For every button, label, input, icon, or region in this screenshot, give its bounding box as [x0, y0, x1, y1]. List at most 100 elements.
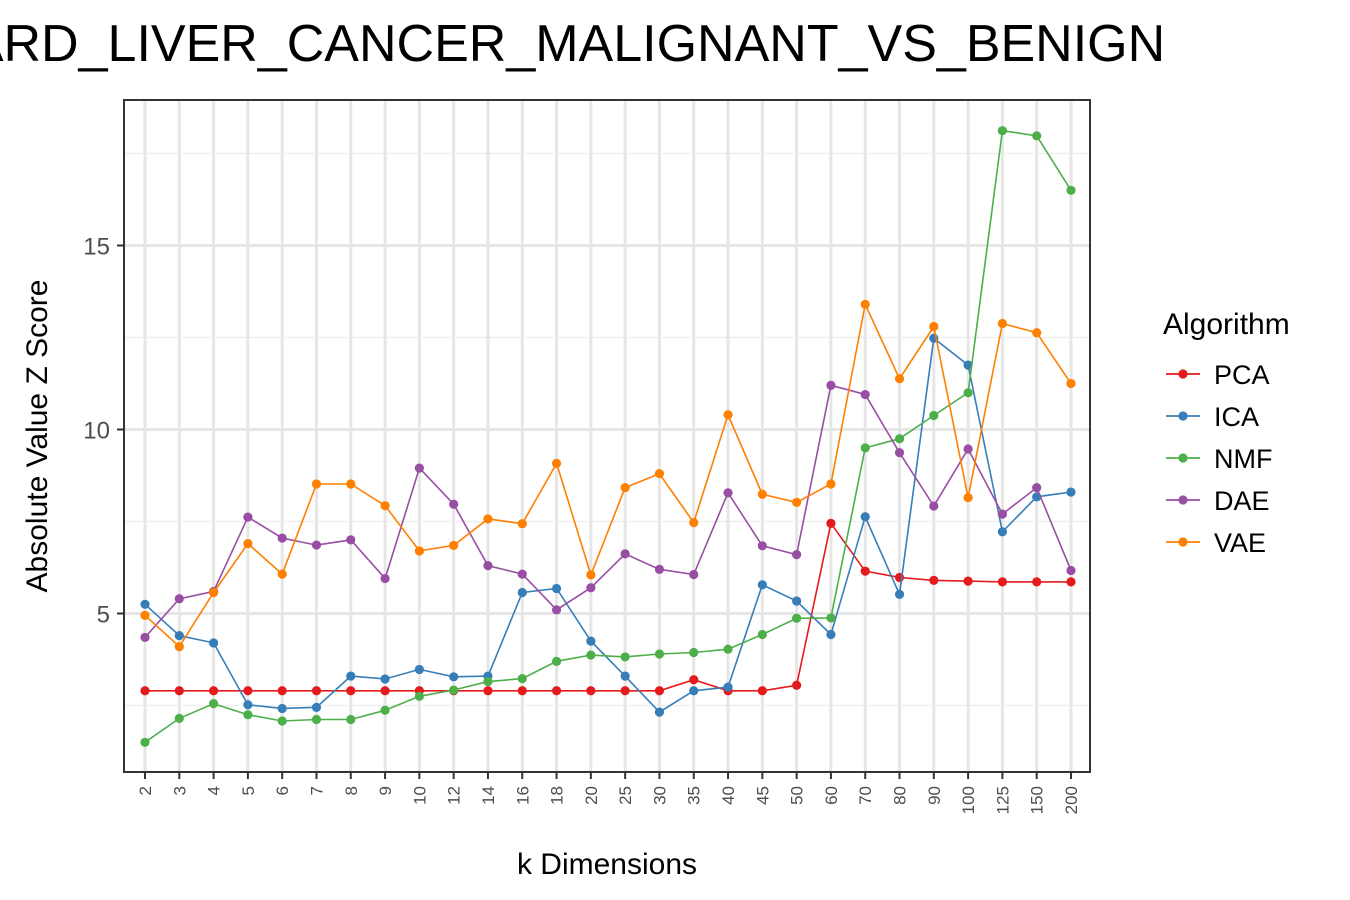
nmf-point: [620, 652, 630, 662]
x-tick-label: 40: [719, 786, 738, 805]
y-tick-label: 10: [83, 418, 110, 445]
pca-point: [689, 675, 699, 685]
nmf-point: [586, 650, 596, 660]
nmf-point: [380, 705, 390, 715]
vae-point: [792, 497, 802, 507]
legend-key-point-nmf: [1178, 453, 1188, 463]
dae-point: [311, 540, 322, 550]
vae-point: [174, 642, 184, 652]
dae-point: [757, 541, 767, 551]
dae-point: [963, 444, 973, 454]
ica-point: [551, 583, 562, 594]
x-tick-label: 10: [410, 786, 429, 805]
vae-point: [826, 479, 836, 489]
dae-point: [174, 594, 184, 604]
nmf-point: [311, 714, 322, 725]
ica-point: [1066, 487, 1076, 497]
vae-point: [1066, 378, 1076, 389]
pca-point: [929, 575, 939, 585]
dae-point: [449, 499, 459, 509]
ica-line: [144, 336, 1072, 714]
nmf-point: [792, 613, 802, 623]
dae-line: [144, 384, 1072, 638]
pca-point: [654, 686, 665, 696]
vae-point: [894, 374, 905, 384]
pca-point: [1066, 577, 1076, 587]
dae-point: [517, 569, 527, 579]
vae-point: [689, 518, 699, 528]
dae-point: [1032, 483, 1042, 493]
y-tick-label: 5: [97, 602, 110, 629]
ica-point: [689, 686, 699, 696]
x-axis-title: k Dimensions: [517, 848, 697, 881]
vae-point: [346, 479, 356, 489]
x-tick-label: 5: [239, 786, 258, 795]
dae-point: [346, 535, 356, 545]
x-tick-label: 8: [342, 786, 361, 795]
legend-label-dae: DAE: [1214, 486, 1270, 516]
dae-point: [620, 549, 630, 559]
ica-point: [449, 672, 459, 682]
pca-point: [140, 686, 150, 696]
dae-point: [414, 463, 424, 473]
dae-point: [243, 512, 253, 522]
legend-key-point-vae: [1178, 537, 1188, 547]
data-series: [140, 126, 1076, 747]
x-tick-label: 25: [616, 786, 635, 805]
pca-point: [620, 686, 630, 696]
nmf-point: [1066, 185, 1076, 195]
ica-point: [586, 636, 596, 646]
vae-point: [483, 514, 493, 524]
nmf-point: [1032, 131, 1042, 141]
ica-point: [723, 682, 733, 692]
dae-point: [551, 605, 562, 615]
pca-point: [586, 686, 596, 696]
nmf-point: [517, 674, 527, 684]
legend: Algorithm PCA ICA NMF DAE VAE: [1163, 308, 1290, 558]
dae-point: [380, 573, 390, 584]
pca-point: [517, 686, 527, 696]
pca-point: [792, 680, 802, 690]
dae-point: [1066, 565, 1076, 576]
nmf-point: [860, 443, 870, 453]
pca-point: [826, 518, 836, 528]
vae-point: [1032, 328, 1042, 338]
ica-point: [414, 664, 424, 675]
x-tick-label: 100: [959, 786, 978, 814]
nmf-point: [997, 126, 1008, 136]
vae-point: [929, 321, 939, 332]
pca-point: [551, 686, 562, 696]
ica-point: [174, 630, 184, 641]
dae-point: [894, 448, 905, 458]
dae-point: [826, 380, 836, 390]
nmf-point: [208, 699, 219, 709]
nmf-point: [174, 713, 184, 723]
pca-point: [380, 686, 390, 696]
ica-point: [140, 599, 150, 609]
ica-point: [243, 700, 253, 710]
vae-point: [997, 318, 1008, 329]
pca-point: [860, 566, 870, 576]
legend-label-ica: ICA: [1214, 402, 1259, 432]
chart-title: VARD_LIVER_CANCER_MALIGNANT_VS_BENIGN: [0, 15, 1165, 73]
pca-point: [243, 686, 253, 696]
pca-point: [483, 686, 493, 696]
pca-point: [174, 686, 184, 696]
vae-point: [277, 569, 287, 579]
ica-point: [517, 587, 527, 598]
legend-title: Algorithm: [1163, 308, 1290, 341]
x-tick-label: 16: [513, 786, 532, 805]
vae-point: [963, 492, 973, 503]
ica-point: [277, 703, 287, 714]
nmf-point: [826, 613, 836, 623]
x-tick-label: 35: [685, 786, 704, 805]
x-tick-label: 3: [170, 786, 189, 795]
dae-point: [723, 488, 733, 498]
dae-point: [483, 561, 493, 571]
dae-point: [860, 389, 870, 400]
nmf-point: [277, 716, 287, 726]
vae-point: [517, 519, 527, 529]
ica-point: [792, 596, 802, 606]
x-tick-label: 9: [376, 786, 395, 795]
